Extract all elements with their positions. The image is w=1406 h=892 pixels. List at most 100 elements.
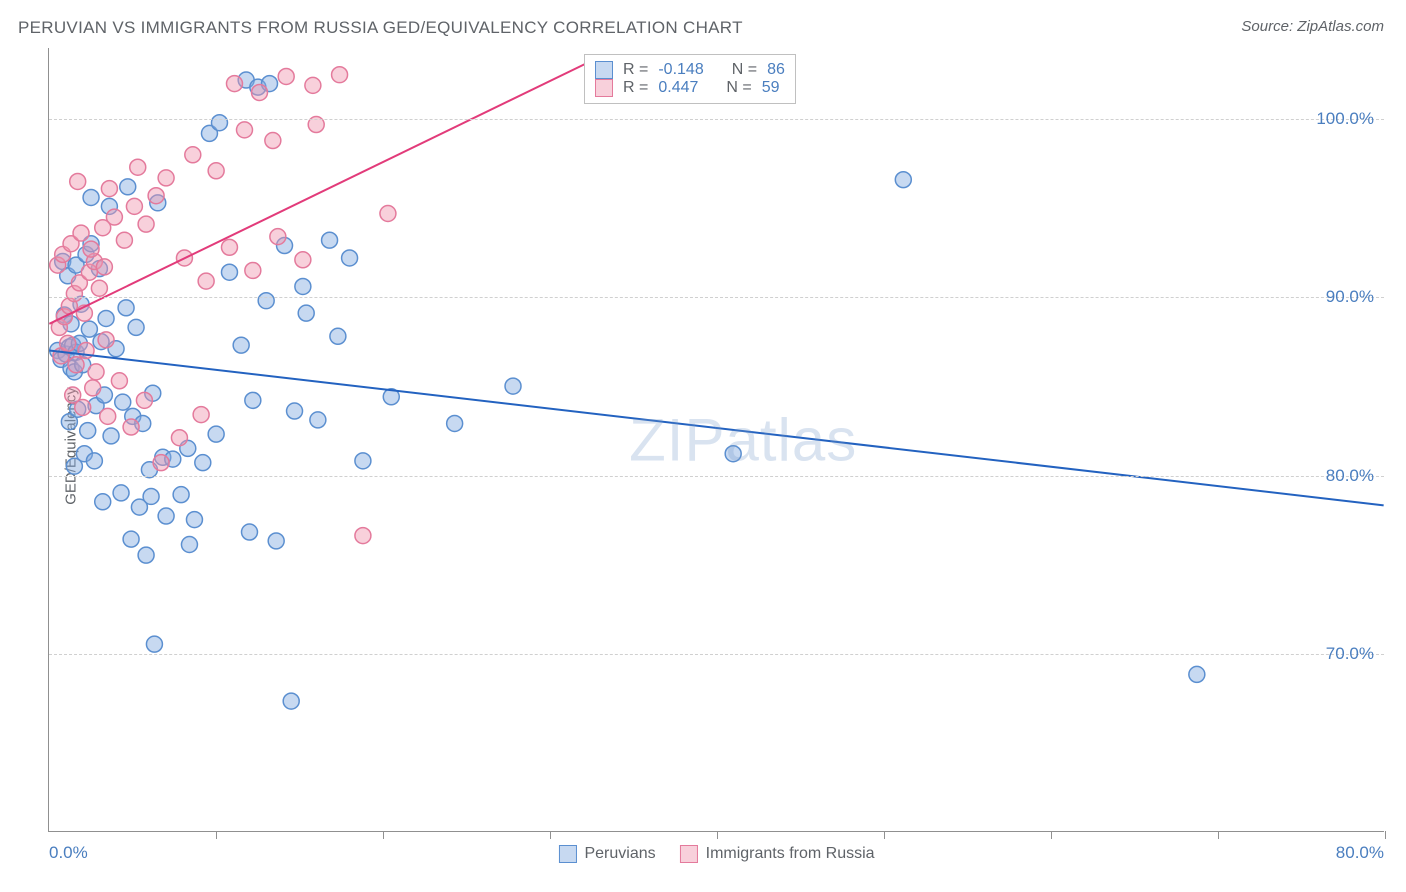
x-tick [383, 831, 384, 839]
gridline-h [49, 297, 1384, 298]
data-point [895, 172, 911, 188]
chart-source: Source: ZipAtlas.com [1241, 18, 1384, 35]
data-point [118, 300, 134, 316]
data-point [295, 252, 311, 268]
data-point [130, 159, 146, 175]
data-point [116, 232, 132, 248]
data-point [186, 512, 202, 528]
data-point [193, 407, 209, 423]
legend-swatch-russia [680, 845, 698, 863]
data-point [171, 430, 187, 446]
stat-n-value: 86 [767, 61, 785, 79]
data-point [198, 273, 214, 289]
legend: Peruvians Immigrants from Russia [558, 845, 874, 863]
data-point [505, 378, 521, 394]
data-point [226, 76, 242, 92]
data-point [173, 487, 189, 503]
data-point [80, 423, 96, 439]
data-point [146, 636, 162, 652]
x-tick [1051, 831, 1052, 839]
stat-n-label: N = [726, 79, 751, 97]
stat-r-value: -0.148 [658, 61, 703, 79]
x-axis-label-max: 80.0% [1336, 843, 1384, 863]
stat-swatch [595, 61, 613, 79]
data-point [1189, 666, 1205, 682]
x-axis-label-min: 0.0% [49, 843, 88, 863]
data-point [245, 392, 261, 408]
x-tick [1385, 831, 1386, 839]
data-point [221, 264, 237, 280]
data-point [237, 122, 253, 138]
plot-area: ZIPatlas R = -0.148N = 86R = 0.447N = 59… [48, 48, 1384, 832]
data-point [120, 179, 136, 195]
stat-n-value: 59 [762, 79, 780, 97]
data-point [295, 278, 311, 294]
data-point [126, 198, 142, 214]
data-point [195, 455, 211, 471]
y-tick-label: 100.0% [1316, 109, 1374, 129]
x-tick [884, 831, 885, 839]
trend-line [49, 351, 1383, 506]
data-point [265, 133, 281, 149]
data-point [221, 239, 237, 255]
data-point [208, 163, 224, 179]
stat-n-label: N = [732, 61, 757, 79]
source-prefix: Source: [1241, 18, 1297, 35]
gridline-h [49, 476, 1384, 477]
correlation-stat-box: R = -0.148 N = 86R = 0.447 N = 59 [584, 54, 796, 104]
data-point [128, 319, 144, 335]
data-point [136, 392, 152, 408]
data-point [83, 241, 99, 257]
data-point [258, 293, 274, 309]
stat-r-value: 0.447 [658, 79, 698, 97]
data-point [101, 181, 117, 197]
legend-item-russia: Immigrants from Russia [680, 845, 875, 863]
data-point [138, 547, 154, 563]
data-point [98, 311, 114, 327]
data-point [283, 693, 299, 709]
stat-r-label: R = [623, 79, 648, 97]
stat-swatch [595, 79, 613, 97]
legend-item-peruvians: Peruvians [558, 845, 655, 863]
data-point [208, 426, 224, 442]
data-point [113, 485, 129, 501]
stat-row: R = 0.447 N = 59 [595, 79, 785, 97]
data-point [233, 337, 249, 353]
data-point [138, 216, 154, 232]
data-point [91, 280, 107, 296]
data-point [60, 335, 76, 351]
data-point [123, 419, 139, 435]
data-point [185, 147, 201, 163]
data-point [287, 403, 303, 419]
data-point [86, 453, 102, 469]
data-point [268, 533, 284, 549]
x-tick [717, 831, 718, 839]
data-point [270, 229, 286, 245]
data-point [245, 262, 261, 278]
data-point [330, 328, 346, 344]
data-point [96, 259, 112, 275]
data-point [88, 364, 104, 380]
chart-container: PERUVIAN VS IMMIGRANTS FROM RUSSIA GED/E… [0, 0, 1406, 892]
data-point [252, 84, 268, 100]
data-point [95, 494, 111, 510]
data-point [75, 399, 91, 415]
data-point [332, 67, 348, 83]
plot-svg [49, 48, 1384, 831]
data-point [153, 455, 169, 471]
data-point [278, 68, 294, 84]
data-point [298, 305, 314, 321]
x-tick [216, 831, 217, 839]
data-point [355, 453, 371, 469]
data-point [85, 380, 101, 396]
data-point [447, 415, 463, 431]
data-point [322, 232, 338, 248]
x-tick [1218, 831, 1219, 839]
x-tick [550, 831, 551, 839]
legend-label-peruvians: Peruvians [584, 845, 655, 863]
data-point [148, 188, 164, 204]
data-point [725, 446, 741, 462]
legend-swatch-peruvians [558, 845, 576, 863]
y-tick-label: 70.0% [1326, 644, 1374, 664]
data-point [158, 170, 174, 186]
